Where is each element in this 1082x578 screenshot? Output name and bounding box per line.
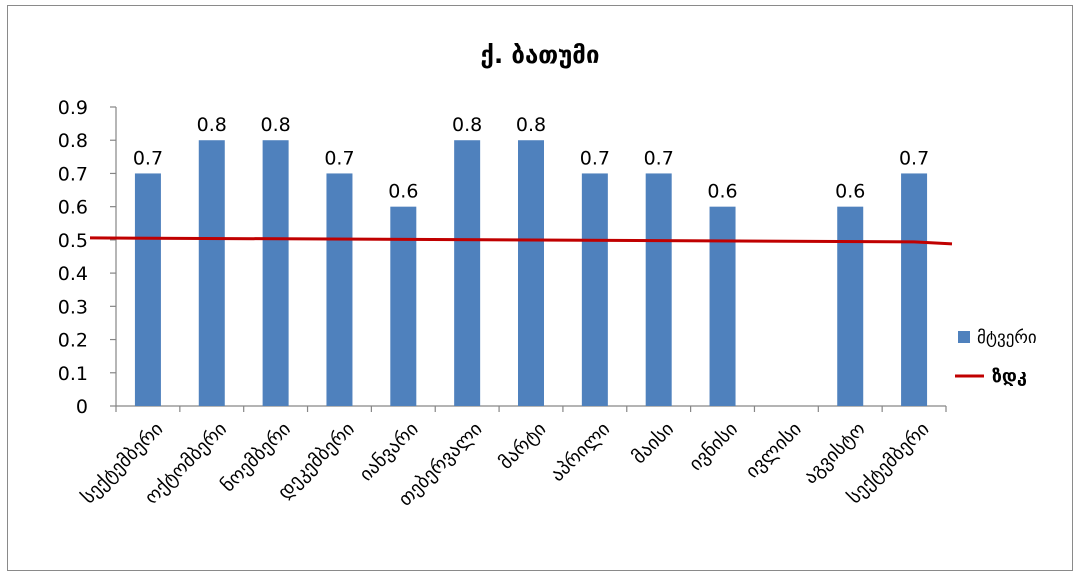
y-tick-label: 0 — [76, 396, 88, 418]
bar — [134, 173, 161, 406]
data-label: 0.8 — [516, 114, 546, 136]
legend-swatch-bar — [958, 331, 970, 343]
bar — [262, 140, 289, 406]
y-tick-label: 0.9 — [58, 97, 88, 119]
data-label: 0.8 — [452, 114, 482, 136]
bar — [198, 140, 225, 406]
data-label: 0.6 — [388, 181, 418, 203]
legend: მტვერი ზდკ — [955, 328, 1037, 387]
bar — [326, 173, 353, 406]
bar — [518, 140, 544, 406]
y-tick-label: 0.5 — [58, 230, 88, 252]
y-tick-label: 0.2 — [58, 330, 88, 352]
x-axis-ticks — [115, 406, 947, 412]
limit-line — [89, 236, 953, 246]
y-tick-label: 0.4 — [58, 263, 88, 285]
x-category-label: ივნისი — [685, 418, 742, 475]
legend-label-line: ზდკ — [992, 366, 1027, 387]
x-category-label: მაისი — [628, 418, 678, 468]
bar — [837, 206, 864, 406]
data-label: 0.6 — [707, 181, 737, 203]
y-tick-label: 0.3 — [58, 296, 88, 318]
x-category-label: მარტი — [495, 418, 551, 474]
data-label: 0.7 — [580, 147, 610, 169]
data-labels: 0.7 0.8 0.8 0.7 0.6 0.8 0.8 0.7 0.7 0.6 0.6 0.7 — [133, 114, 929, 202]
chart-title: ქ. ბათუმი — [481, 41, 600, 69]
data-label: 0.6 — [835, 181, 865, 203]
bar — [454, 140, 481, 406]
x-category-label: აპრილი — [546, 418, 614, 486]
y-tick-label: 0.1 — [58, 363, 88, 385]
legend-label-bar: მტვერი — [977, 328, 1037, 348]
data-label: 0.7 — [644, 147, 674, 169]
y-tick-label: 0.8 — [58, 130, 88, 152]
bar — [390, 206, 417, 406]
bar — [581, 173, 608, 406]
bar — [709, 206, 736, 406]
x-category-label: ივლისი — [741, 418, 806, 483]
data-label: 0.7 — [324, 147, 354, 169]
y-axis-ticks: 0 0.1 0.2 0.3 0.4 0.5 0.6 0.7 0.8 0.9 — [58, 97, 116, 418]
bar-series — [134, 140, 928, 406]
bar — [901, 173, 928, 406]
data-label: 0.7 — [133, 147, 163, 169]
x-axis-labels: სექტემბერიოქტომბერინოემბერიდეკემბერიიანვ… — [77, 418, 933, 511]
bar — [645, 173, 672, 406]
data-label: 0.8 — [261, 114, 291, 136]
data-label: 0.7 — [899, 147, 929, 169]
y-tick-label: 0.6 — [58, 197, 88, 219]
data-label: 0.8 — [197, 114, 227, 136]
y-tick-label: 0.7 — [58, 163, 88, 185]
